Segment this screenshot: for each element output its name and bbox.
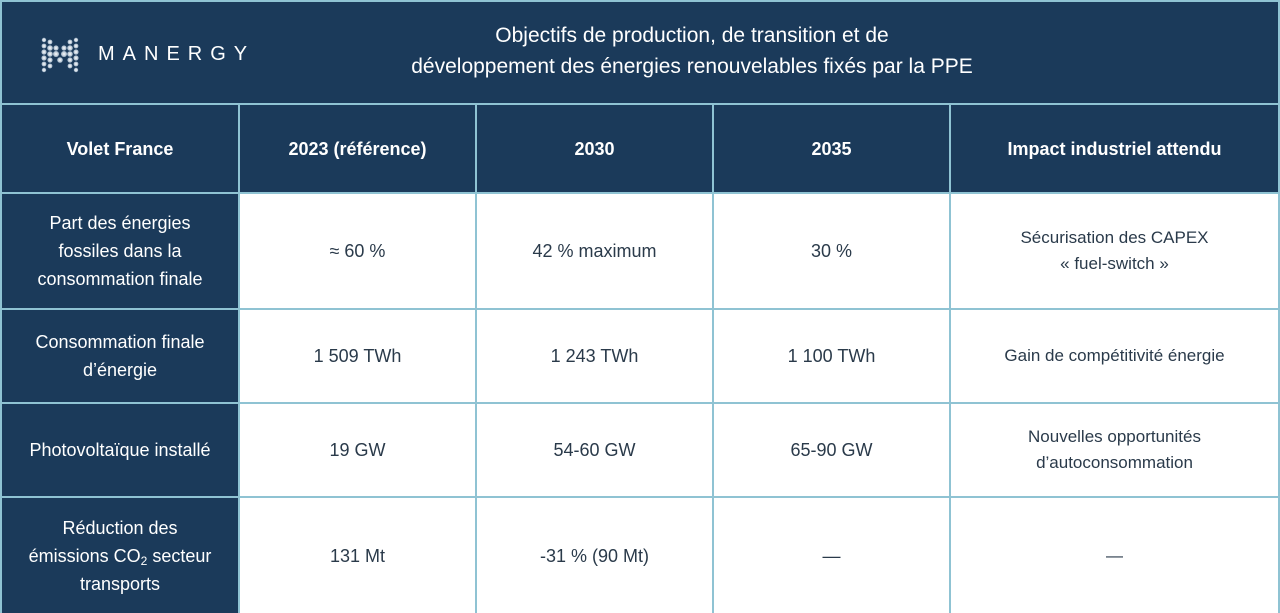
cell-impact: Gain de compétitivité énergie bbox=[949, 308, 1278, 404]
row-label-line: transports bbox=[79, 573, 161, 594]
impact-line: Sécurisation des CAPEX bbox=[1020, 228, 1209, 247]
impact-line: « fuel-switch » bbox=[1060, 254, 1169, 273]
table-header-row: Volet France 2023 (référence) 2030 2035 … bbox=[2, 105, 1278, 194]
column-header: Impact industriel attendu bbox=[949, 105, 1278, 194]
table-row: Part des énergies fossiles dans la conso… bbox=[2, 192, 1278, 310]
row-label: Photovoltaïque installé bbox=[2, 402, 240, 498]
row-label-line: émissions CO2 secteur bbox=[12, 542, 228, 570]
row-label-line: fossiles dans la bbox=[58, 241, 182, 261]
cell-2035: 65-90 GW bbox=[712, 402, 951, 498]
brand-name: MANERGY bbox=[98, 42, 256, 65]
row-label-line: Consommation finale bbox=[35, 332, 205, 352]
table-row: Consommation finale d’énergie 1 509 TWh … bbox=[2, 308, 1278, 404]
cell-2030: 42 % maximum bbox=[475, 192, 714, 310]
column-header: 2035 bbox=[712, 105, 951, 194]
cell-2023: ≈ 60 % bbox=[238, 192, 477, 310]
m-dot-logo-icon bbox=[41, 37, 79, 73]
row-label-line: Réduction des bbox=[62, 517, 178, 538]
cell-impact: Nouvelles opportunités d’autoconsommatio… bbox=[949, 402, 1278, 498]
cell-2035: 30 % bbox=[712, 192, 951, 310]
subscript-2: 2 bbox=[140, 553, 148, 568]
page-title: Objectifs de production, de transition e… bbox=[302, 20, 1082, 82]
table-row: Réduction des émissions CO2 secteur tran… bbox=[2, 496, 1278, 613]
impact-line: d’autoconsommation bbox=[1036, 453, 1193, 472]
row-label-line: d’énergie bbox=[82, 360, 158, 380]
row-label-text: émissions CO bbox=[28, 545, 141, 566]
cell-impact: Sécurisation des CAPEX « fuel-switch » bbox=[949, 192, 1278, 310]
cell-2030: 1 243 TWh bbox=[475, 308, 714, 404]
row-label: Part des énergies fossiles dans la conso… bbox=[2, 192, 240, 310]
header: MANERGY Objectifs de production, de tran… bbox=[2, 2, 1278, 105]
cell-impact: — bbox=[949, 496, 1278, 613]
row-label-line: Photovoltaïque installé bbox=[29, 440, 211, 460]
cell-2023: 1 509 TWh bbox=[238, 308, 477, 404]
title-line-2: développement des énergies renouvelables… bbox=[411, 55, 973, 78]
impact-line: Gain de compétitivité énergie bbox=[1004, 346, 1225, 365]
row-label: Consommation finale d’énergie bbox=[2, 308, 240, 404]
column-header: 2030 bbox=[475, 105, 714, 194]
cell-2035: 1 100 TWh bbox=[712, 308, 951, 404]
column-header: 2023 (référence) bbox=[238, 105, 477, 194]
ppe-table: Volet France 2023 (référence) 2030 2035 … bbox=[2, 105, 1278, 613]
title-line-1: Objectifs de production, de transition e… bbox=[495, 24, 889, 47]
row-label-line: consommation finale bbox=[37, 269, 203, 289]
cell-2030: -31 % (90 Mt) bbox=[475, 496, 714, 613]
cell-2035: — bbox=[712, 496, 951, 613]
row-label: Réduction des émissions CO2 secteur tran… bbox=[2, 496, 240, 613]
cell-2023: 19 GW bbox=[238, 402, 477, 498]
row-label-text: secteur bbox=[147, 545, 212, 566]
column-header: Volet France bbox=[2, 105, 240, 194]
row-label-line: Part des énergies bbox=[49, 213, 191, 233]
table-row: Photovoltaïque installé 19 GW 54-60 GW 6… bbox=[2, 402, 1278, 498]
cell-2023: 131 Mt bbox=[238, 496, 477, 613]
impact-line: Nouvelles opportunités bbox=[1028, 427, 1201, 446]
cell-2030: 54-60 GW bbox=[475, 402, 714, 498]
brand-logo: MANERGY bbox=[38, 32, 255, 76]
